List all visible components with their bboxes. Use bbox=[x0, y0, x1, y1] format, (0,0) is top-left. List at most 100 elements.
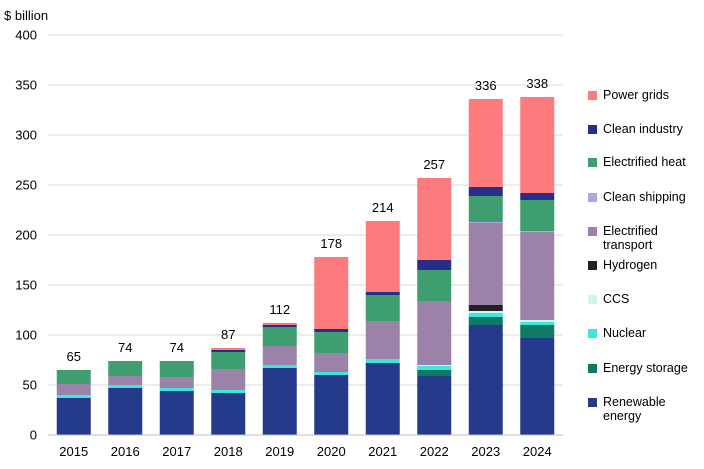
total-label: 336 bbox=[475, 78, 497, 93]
bar-segment-electrified-heat bbox=[56, 370, 91, 384]
total-label: 178 bbox=[320, 236, 342, 251]
x-tick-label: 2017 bbox=[162, 444, 191, 459]
bar-segment-electrified-heat bbox=[108, 361, 143, 376]
legend-label: Electrified transport bbox=[603, 224, 658, 252]
bar-segment-nuclear bbox=[108, 385, 143, 388]
legend-item: Clean shipping bbox=[588, 190, 703, 204]
bar-segment-nuclear bbox=[417, 366, 452, 370]
legend-item: Power grids bbox=[588, 88, 703, 102]
bar-segment-nuclear bbox=[56, 395, 91, 398]
total-label: 87 bbox=[221, 327, 235, 342]
bar-segment-nuclear bbox=[365, 359, 400, 363]
bar-segment-renewable-energy bbox=[56, 398, 91, 435]
legend-item: Hydrogen bbox=[588, 258, 703, 272]
bar-segment-electrified-transport bbox=[365, 321, 400, 359]
legend-item: Energy storage bbox=[588, 361, 703, 375]
bar-segment-electrified-heat bbox=[211, 352, 246, 369]
bar-segment-clean-industry bbox=[365, 292, 400, 295]
bar-segment-nuclear bbox=[314, 372, 349, 375]
bar-segment-clean-industry bbox=[262, 325, 297, 327]
legend-label: Renewable energy bbox=[603, 395, 666, 423]
bar-segment-power-grids bbox=[262, 323, 297, 325]
bar-segment-renewable-energy bbox=[417, 376, 452, 435]
bar-segment-nuclear bbox=[159, 388, 194, 391]
total-label: 74 bbox=[118, 340, 132, 355]
x-tick-label: 2016 bbox=[111, 444, 140, 459]
total-label: 74 bbox=[170, 340, 184, 355]
bar-segment-electrified-heat bbox=[417, 270, 452, 301]
legend-label: Energy storage bbox=[603, 361, 688, 375]
legend-swatch bbox=[588, 91, 597, 100]
x-tick-label: 2020 bbox=[317, 444, 346, 459]
grid-lines bbox=[48, 34, 563, 386]
legend-swatch bbox=[588, 193, 597, 202]
bar-segment-power-grids bbox=[520, 97, 555, 193]
legend-swatch bbox=[588, 227, 597, 236]
total-label: 112 bbox=[269, 302, 290, 317]
total-label: 65 bbox=[67, 349, 81, 364]
bar-segment-nuclear bbox=[520, 322, 555, 325]
y-tick-label: 400 bbox=[15, 28, 37, 43]
bar-segment-renewable-energy bbox=[520, 338, 555, 435]
legend-item: CCS bbox=[588, 292, 703, 306]
bar-segment-nuclear bbox=[262, 365, 297, 368]
legend-item: Electrified transport bbox=[588, 224, 703, 252]
bar-segment-electrified-transport bbox=[159, 377, 194, 388]
legend-swatch bbox=[588, 364, 597, 373]
bar-segment-electrified-heat bbox=[468, 196, 503, 222]
legend-swatch bbox=[588, 398, 597, 407]
bar-segment-ccs bbox=[417, 365, 452, 366]
y-axis-title: $ billion bbox=[4, 8, 48, 23]
bar-segment-renewable-energy bbox=[314, 375, 349, 435]
bar-segment-renewable-energy bbox=[468, 325, 503, 435]
x-tick-label: 2024 bbox=[523, 444, 552, 459]
legend-item: Nuclear bbox=[588, 326, 703, 340]
x-tick-label: 2018 bbox=[214, 444, 243, 459]
bar-segment-electrified-transport bbox=[56, 384, 91, 395]
legend-swatch bbox=[588, 261, 597, 270]
total-label: 257 bbox=[423, 157, 445, 172]
bar-segment-hydrogen bbox=[468, 305, 503, 311]
bar-segment-power-grids bbox=[314, 257, 349, 329]
bar-segment-nuclear bbox=[468, 313, 503, 317]
bar-segment-renewable-energy bbox=[262, 368, 297, 435]
legend-label: Electrified heat bbox=[603, 155, 686, 169]
bar-segment-energy-storage bbox=[520, 325, 555, 338]
bar-segment-power-grids bbox=[211, 348, 246, 350]
bar-segment-renewable-energy bbox=[108, 388, 143, 435]
legend-item: Electrified heat bbox=[588, 155, 703, 169]
bars bbox=[56, 97, 555, 435]
legend-swatch bbox=[588, 125, 597, 134]
bar-segment-renewable-energy bbox=[211, 393, 246, 435]
bar-segment-clean-shipping bbox=[520, 231, 555, 232]
bar-segment-electrified-heat bbox=[262, 327, 297, 346]
legend-swatch bbox=[588, 158, 597, 167]
bar-segment-electrified-transport bbox=[211, 369, 246, 390]
legend-label: CCS bbox=[603, 292, 630, 306]
y-tick-label: 150 bbox=[15, 278, 37, 293]
y-tick-label: 0 bbox=[30, 428, 37, 443]
legend-label: Clean industry bbox=[603, 122, 683, 136]
bar-segment-clean-industry bbox=[417, 260, 452, 270]
x-tick-label: 2023 bbox=[471, 444, 500, 459]
bar-segment-electrified-transport bbox=[262, 346, 297, 365]
bar-segment-electrified-transport bbox=[520, 232, 555, 320]
bar-segment-clean-industry bbox=[314, 329, 349, 332]
total-label: 214 bbox=[372, 200, 394, 215]
legend-label: Clean shipping bbox=[603, 190, 686, 204]
legend-label: Nuclear bbox=[603, 326, 647, 340]
bar-segment-clean-industry bbox=[211, 350, 246, 352]
bar-segment-electrified-heat bbox=[365, 295, 400, 321]
total-label: 338 bbox=[526, 76, 548, 91]
bar-segment-clean-industry bbox=[520, 193, 555, 200]
bar-segment-electrified-transport bbox=[468, 223, 503, 305]
legend-label: Hydrogen bbox=[603, 258, 658, 272]
legend-swatch bbox=[588, 329, 597, 338]
y-tick-label: 300 bbox=[15, 128, 37, 143]
y-tick-label: 350 bbox=[15, 78, 37, 93]
bar-segment-electrified-heat bbox=[159, 361, 194, 377]
y-tick-label: 200 bbox=[15, 228, 37, 243]
bar-segment-power-grids bbox=[365, 221, 400, 292]
